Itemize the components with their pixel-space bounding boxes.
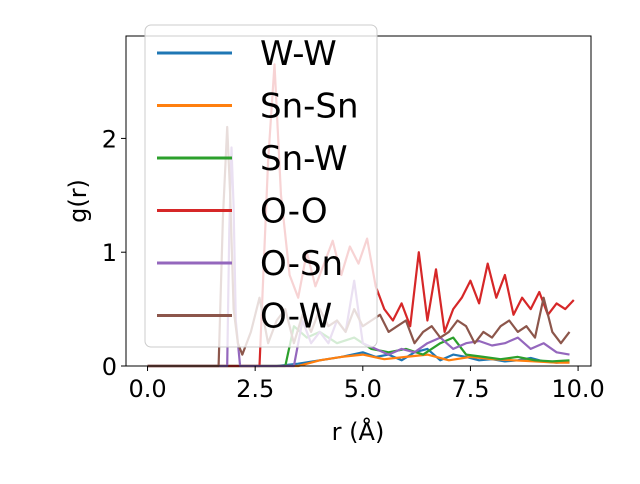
y-tick-label: 2 [102, 125, 117, 153]
x-tick-label: 2.5 [236, 375, 274, 403]
legend-label-w-w: W-W [260, 34, 337, 74]
legend-label-o-sn: O-Sn [260, 244, 343, 284]
series-line-sn-sn [147, 353, 570, 368]
x-axis-label: r (Å) [332, 417, 385, 446]
y-axis-label: g(r) [64, 179, 92, 223]
x-tick-label: 0.0 [128, 375, 166, 403]
legend-label-sn-sn: Sn-Sn [260, 87, 359, 127]
legend: W-W Sn-Sn Sn-W O-O O-Sn O-W [144, 24, 378, 348]
legend-label-o-w: O-W [260, 297, 332, 337]
y-tick-label: 0 [102, 353, 117, 381]
legend-label-sn-w: Sn-W [260, 139, 348, 179]
y-tick-label: 1 [102, 239, 117, 267]
x-tick-label: 7.5 [451, 375, 489, 403]
axes-layer: 0.0 2.5 5.0 7.5 10.0 0 1 2 [102, 125, 605, 403]
x-tick-label: 10.0 [551, 375, 604, 403]
legend-label-o-o: O-O [260, 192, 328, 232]
x-tick-label: 5.0 [344, 375, 382, 403]
